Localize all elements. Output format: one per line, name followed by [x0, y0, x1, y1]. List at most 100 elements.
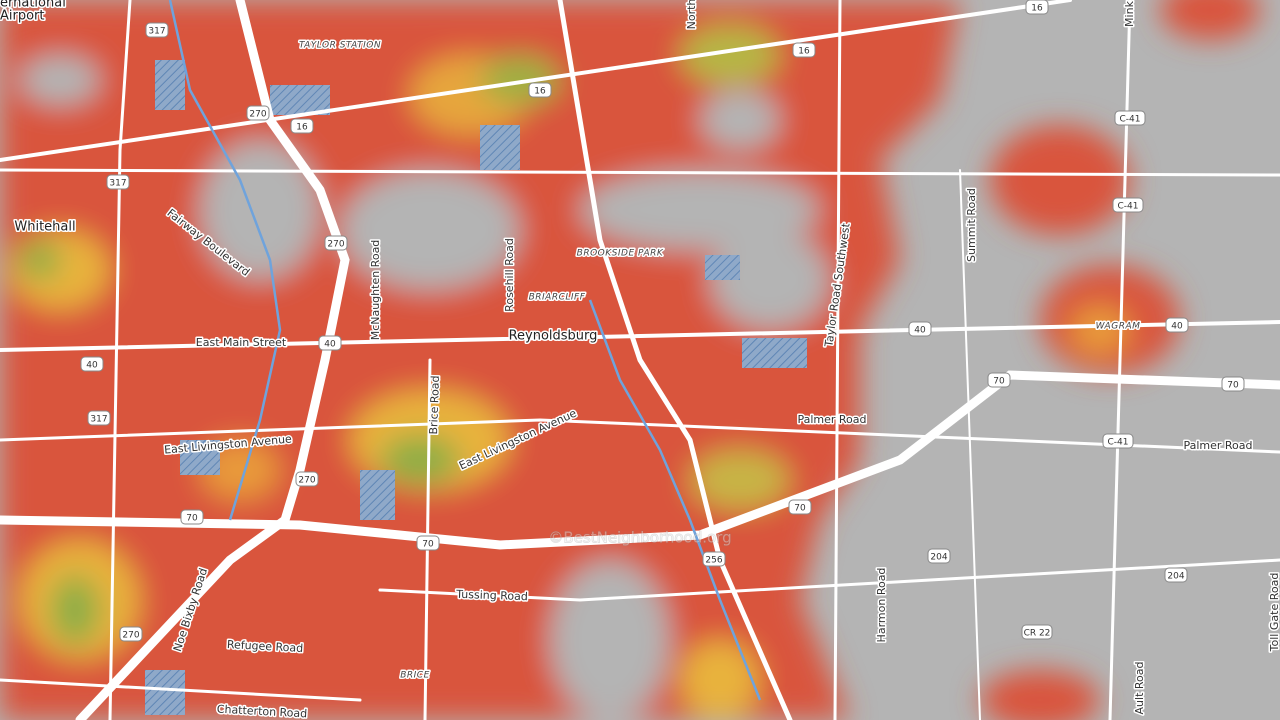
road-shield: 70 [180, 509, 204, 525]
street-label: Mink [1123, 0, 1136, 27]
road-shield: 317 [106, 174, 130, 190]
park [480, 125, 520, 170]
road-shield: 70 [1221, 376, 1245, 392]
area-label: BRICE [400, 671, 430, 681]
road-shield: 256 [702, 551, 726, 567]
road-shield: 40 [908, 321, 932, 337]
shield-label: 70 [1227, 381, 1239, 391]
shield-label: 204 [1167, 572, 1184, 582]
road-shield: 16 [1025, 0, 1049, 15]
park [180, 440, 220, 475]
shield-box [119, 626, 143, 642]
shield-box [80, 356, 104, 372]
road-shield: 40 [80, 356, 104, 372]
shield-label: C-41 [1118, 202, 1139, 212]
street-label: Harmon Road [875, 568, 888, 643]
shield-label: 40 [86, 361, 98, 371]
place-label: Reynoldsburg [509, 329, 598, 344]
shield-label: 270 [249, 110, 266, 120]
shield-box [927, 548, 951, 564]
road-shield: 40 [318, 335, 342, 351]
shield-label: CR 22 [1024, 629, 1051, 639]
shield-box [1025, 0, 1049, 15]
road-shield: 40 [1165, 317, 1189, 333]
street-label: Toll Gate Road [1268, 573, 1280, 653]
road-shield: CR 22 [1021, 624, 1053, 640]
road-shield: 204 [927, 548, 951, 564]
street-label: Palmer Road [1183, 439, 1252, 452]
road-shield: C-41 [1112, 197, 1144, 213]
shield-box [1021, 624, 1053, 640]
area-label: TAYLOR STATION [299, 41, 381, 51]
shield-box [290, 118, 314, 134]
shield-box [318, 335, 342, 351]
shield-label: C-41 [1120, 115, 1141, 125]
street-label: Summit Road [965, 188, 978, 262]
road-shield: 317 [145, 22, 169, 38]
shield-box [1114, 110, 1146, 126]
road-shield: 270 [295, 471, 319, 487]
shield-label: 16 [296, 123, 308, 133]
road-shield: 204 [1164, 567, 1188, 583]
shield-box [528, 82, 552, 98]
shield-label: 204 [930, 553, 947, 563]
shield-label: 317 [148, 27, 165, 37]
place-label: Whitehall [14, 220, 75, 235]
shield-label: 270 [327, 240, 344, 250]
park [705, 255, 740, 280]
shield-label: 256 [705, 556, 722, 566]
road-shield: 70 [416, 535, 440, 551]
shield-box [180, 509, 204, 525]
shield-box [908, 321, 932, 337]
airport-label: ernational [0, 0, 66, 11]
shield-box [702, 551, 726, 567]
parks [145, 60, 807, 715]
street-label: Chatterton Road [217, 703, 308, 720]
shield-label: 40 [1171, 322, 1183, 332]
area-label: BROOKSIDE PARK [577, 249, 664, 259]
watermark: ©BestNeighborhood.org [548, 529, 731, 547]
shield-box [87, 410, 111, 426]
road-shield: 270 [324, 235, 348, 251]
shield-label: 270 [298, 476, 315, 486]
park [270, 85, 330, 115]
street-label: Palmer Road [797, 413, 866, 426]
shield-label: 40 [914, 326, 926, 336]
shield-label: 70 [422, 540, 434, 550]
road-shield: 270 [246, 105, 270, 121]
road-shield: 16 [792, 42, 816, 58]
shield-box [1221, 376, 1245, 392]
street-label: McNaughten Road [369, 240, 382, 341]
shield-box [295, 471, 319, 487]
shield-box [788, 499, 812, 515]
airport-label: Airport [0, 9, 45, 24]
shield-label: 270 [122, 631, 139, 641]
shield-box [145, 22, 169, 38]
street-label: Brice Road [427, 375, 442, 434]
shield-label: 70 [186, 514, 198, 524]
road-shield: 16 [528, 82, 552, 98]
shield-label: 317 [109, 179, 126, 189]
shield-label: 40 [324, 340, 336, 350]
park [155, 60, 185, 110]
road-shield: 70 [788, 499, 812, 515]
shield-label: 16 [1031, 4, 1043, 14]
road-shield: 270 [119, 626, 143, 642]
park [145, 670, 185, 715]
shield-box [324, 235, 348, 251]
shield-label: 70 [794, 504, 806, 514]
shield-box [1165, 317, 1189, 333]
shield-label: 16 [798, 47, 810, 57]
park [360, 470, 395, 520]
road-shield: 70 [987, 372, 1011, 388]
shield-label: 70 [993, 377, 1005, 387]
road-shield: C-41 [1102, 433, 1134, 449]
road-shield: C-41 [1114, 110, 1146, 126]
shield-box [106, 174, 130, 190]
street-label: Rosehill Road [503, 238, 516, 312]
shield-box [1102, 433, 1134, 449]
shield-label: 317 [90, 415, 107, 425]
park [742, 338, 807, 368]
